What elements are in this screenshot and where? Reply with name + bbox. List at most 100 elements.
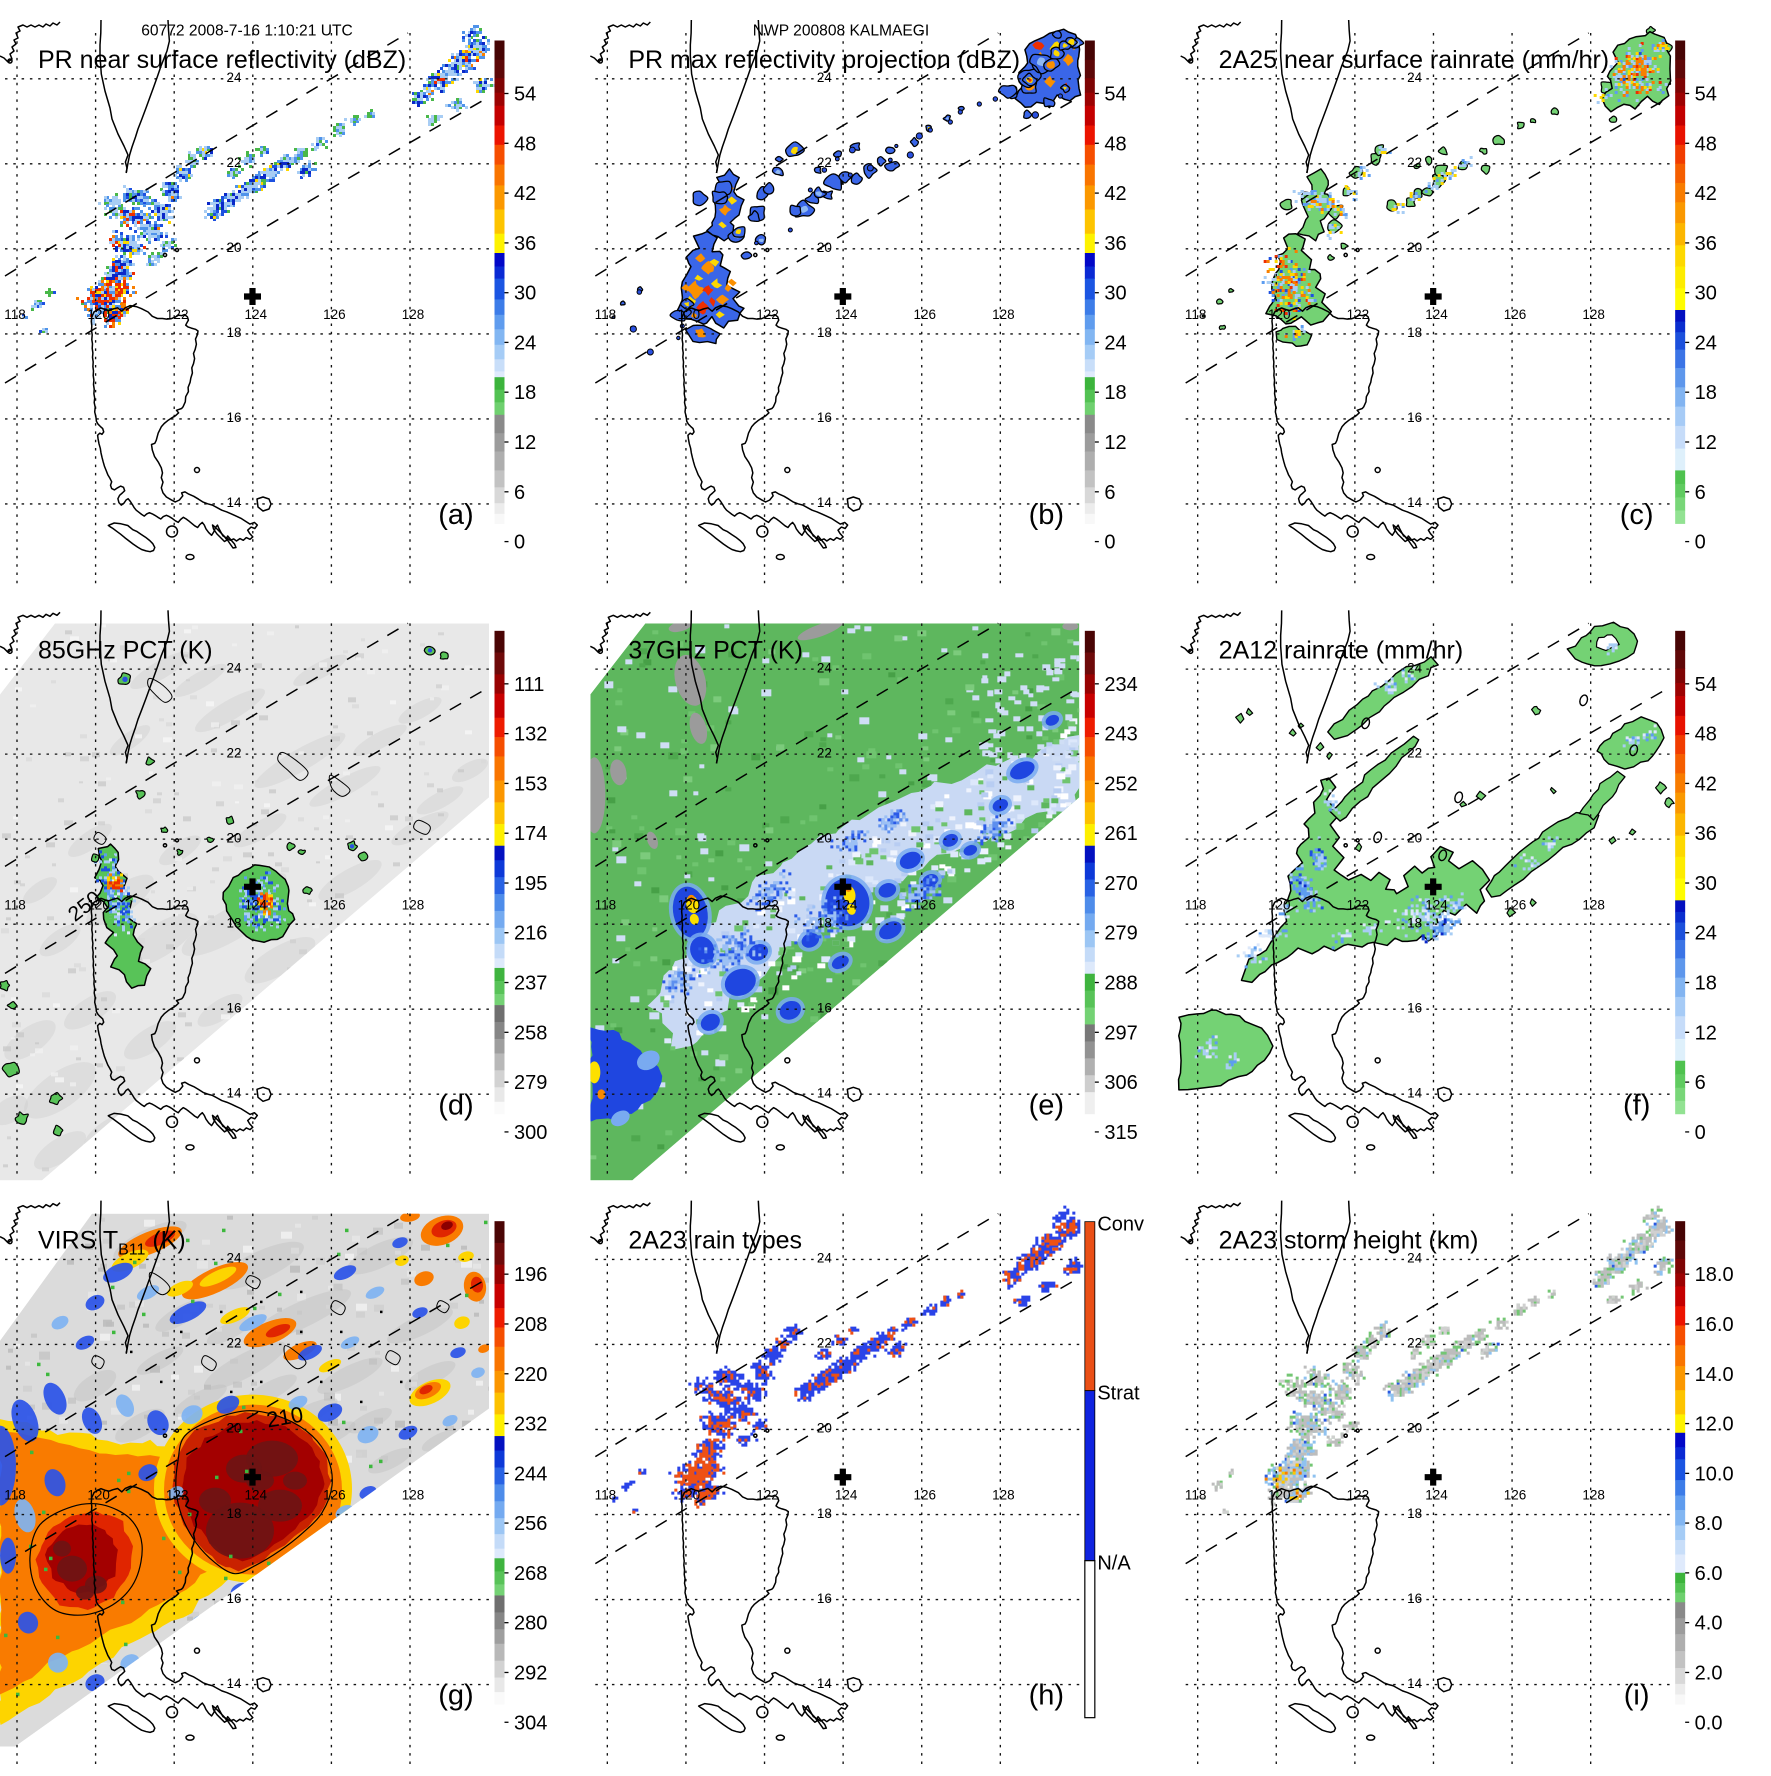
svg-text:54: 54 — [514, 84, 536, 106]
svg-text:6: 6 — [1104, 482, 1115, 504]
svg-text:48: 48 — [1695, 724, 1717, 746]
svg-text:12: 12 — [1695, 432, 1717, 454]
svg-text:24: 24 — [1104, 332, 1126, 354]
svg-text:37GHz PCT (K): 37GHz PCT (K) — [628, 636, 803, 664]
svg-text:220: 220 — [514, 1364, 547, 1386]
svg-text:300: 300 — [514, 1122, 547, 1144]
svg-text:42: 42 — [514, 183, 536, 205]
svg-text:NWP 200808 KALMAEGI: NWP 200808 KALMAEGI — [753, 23, 930, 40]
svg-text:256: 256 — [514, 1513, 547, 1535]
svg-text:(b): (b) — [1029, 499, 1064, 531]
svg-text:232: 232 — [514, 1414, 547, 1436]
svg-text:(g): (g) — [438, 1680, 473, 1712]
svg-text:2A25 near surface rainrate (mm: 2A25 near surface rainrate (mm/hr) — [1219, 46, 1609, 74]
svg-text:132: 132 — [514, 724, 547, 746]
svg-text:N/A: N/A — [1097, 1553, 1131, 1575]
svg-text:42: 42 — [1104, 183, 1126, 205]
svg-text:0: 0 — [1104, 532, 1115, 554]
svg-text:85GHz PCT (K): 85GHz PCT (K) — [38, 636, 213, 664]
svg-text:292: 292 — [514, 1662, 547, 1684]
svg-text:18: 18 — [1695, 973, 1717, 995]
svg-text:14.0: 14.0 — [1695, 1364, 1734, 1386]
svg-text:18: 18 — [1104, 382, 1126, 404]
svg-text:280: 280 — [514, 1613, 547, 1635]
svg-text:(i): (i) — [1624, 1680, 1650, 1712]
svg-text:208: 208 — [514, 1314, 547, 1336]
svg-text:2A23 rain types: 2A23 rain types — [628, 1227, 802, 1255]
svg-text:6: 6 — [514, 482, 525, 504]
svg-text:(f): (f) — [1623, 1089, 1650, 1121]
svg-text:36: 36 — [514, 233, 536, 255]
svg-text:216: 216 — [514, 923, 547, 945]
svg-text:16.0: 16.0 — [1695, 1314, 1734, 1336]
svg-text:36: 36 — [1104, 233, 1126, 255]
svg-text:12.0: 12.0 — [1695, 1414, 1734, 1436]
svg-text:252: 252 — [1104, 773, 1137, 795]
svg-text:315: 315 — [1104, 1122, 1137, 1144]
svg-text:30: 30 — [1695, 283, 1717, 305]
svg-text:270: 270 — [1104, 873, 1137, 895]
svg-text:4.0: 4.0 — [1695, 1613, 1723, 1635]
svg-text:VIRS TB11 (K): VIRS TB11 (K) — [38, 1227, 186, 1259]
svg-text:(h): (h) — [1029, 1680, 1064, 1712]
svg-text:0.0: 0.0 — [1695, 1712, 1723, 1734]
svg-text:6.0: 6.0 — [1695, 1563, 1723, 1585]
svg-text:195: 195 — [514, 873, 547, 895]
svg-text:288: 288 — [1104, 973, 1137, 995]
svg-text:30: 30 — [514, 283, 536, 305]
svg-text:2A23 storm height (km): 2A23 storm height (km) — [1219, 1227, 1479, 1255]
svg-text:36: 36 — [1695, 823, 1717, 845]
svg-text:237: 237 — [514, 973, 547, 995]
svg-text:174: 174 — [514, 823, 547, 845]
svg-text:18.0: 18.0 — [1695, 1264, 1734, 1286]
svg-text:54: 54 — [1695, 84, 1717, 106]
svg-text:24: 24 — [514, 332, 536, 354]
svg-text:18: 18 — [1695, 382, 1717, 404]
svg-text:60772 2008-7-16 1:10:21 UTC: 60772 2008-7-16 1:10:21 UTC — [141, 23, 353, 40]
svg-text:PR max reflectivity projection: PR max reflectivity projection (dBZ) — [628, 46, 1020, 74]
svg-text:30: 30 — [1695, 873, 1717, 895]
svg-text:6: 6 — [1695, 1072, 1706, 1094]
svg-text:244: 244 — [514, 1463, 547, 1485]
svg-text:2A12 rainrate (mm/hr): 2A12 rainrate (mm/hr) — [1219, 636, 1464, 664]
svg-text:297: 297 — [1104, 1022, 1137, 1044]
svg-text:48: 48 — [514, 133, 536, 155]
svg-text:12: 12 — [514, 432, 536, 454]
svg-text:8.0: 8.0 — [1695, 1513, 1723, 1535]
svg-text:42: 42 — [1695, 183, 1717, 205]
svg-text:12: 12 — [1104, 432, 1126, 454]
svg-text:48: 48 — [1104, 133, 1126, 155]
svg-text:279: 279 — [514, 1072, 547, 1094]
svg-text:243: 243 — [1104, 724, 1137, 746]
svg-text:Conv: Conv — [1097, 1214, 1144, 1236]
svg-text:24: 24 — [1695, 332, 1717, 354]
svg-text:304: 304 — [514, 1712, 547, 1734]
svg-text:24: 24 — [1695, 923, 1717, 945]
svg-text:(c): (c) — [1620, 499, 1654, 531]
svg-text:6: 6 — [1695, 482, 1706, 504]
svg-text:18: 18 — [514, 382, 536, 404]
svg-text:(a): (a) — [438, 499, 473, 531]
svg-text:268: 268 — [514, 1563, 547, 1585]
svg-text:54: 54 — [1104, 84, 1126, 106]
svg-text:261: 261 — [1104, 823, 1137, 845]
svg-text:0: 0 — [1695, 1122, 1706, 1144]
svg-text:0: 0 — [514, 532, 525, 554]
svg-text:36: 36 — [1695, 233, 1717, 255]
svg-text:2.0: 2.0 — [1695, 1662, 1723, 1684]
svg-text:279: 279 — [1104, 923, 1137, 945]
svg-text:(d): (d) — [438, 1089, 473, 1121]
svg-text:258: 258 — [514, 1022, 547, 1044]
svg-text:10.0: 10.0 — [1695, 1463, 1734, 1485]
svg-text:111: 111 — [514, 674, 544, 696]
svg-text:30: 30 — [1104, 283, 1126, 305]
svg-text:PR near surface reflectivity (: PR near surface reflectivity (dBZ) — [38, 46, 406, 74]
svg-text:42: 42 — [1695, 773, 1717, 795]
svg-text:(e): (e) — [1029, 1089, 1064, 1121]
svg-text:234: 234 — [1104, 674, 1137, 696]
svg-text:306: 306 — [1104, 1072, 1137, 1094]
svg-text:12: 12 — [1695, 1022, 1717, 1044]
svg-text:Strat: Strat — [1097, 1383, 1140, 1405]
svg-text:0: 0 — [1695, 532, 1706, 554]
svg-text:196: 196 — [514, 1264, 547, 1286]
